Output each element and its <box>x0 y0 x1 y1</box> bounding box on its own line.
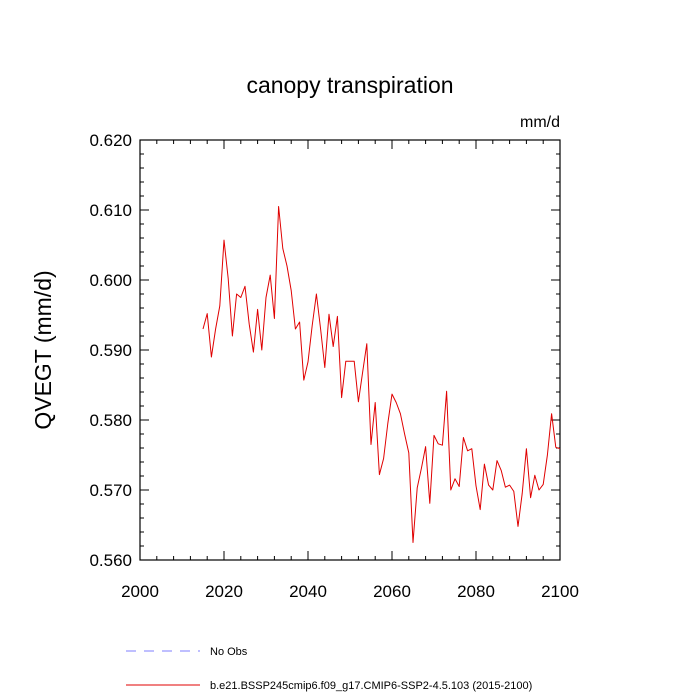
legend-label-no-obs: No Obs <box>210 646 248 658</box>
units-label: mm/d <box>520 114 560 131</box>
y-tick-label: 0.570 <box>89 481 132 500</box>
tick-labels: 2000 2020 2040 2060 2080 2100 0.560 0.570 0.580 0… <box>89 131 578 601</box>
y-axis-label: QVEGT (mm/d) <box>30 270 56 429</box>
series-line-0 <box>202 206 561 543</box>
legend: No Obs b.e21.BSSP245cmip6.f09_g17.CMIP6-… <box>126 646 532 692</box>
y-tick-label: 0.560 <box>89 551 132 570</box>
plot-frame <box>139 139 561 561</box>
series-layer <box>202 206 561 543</box>
axis-ticks <box>139 139 561 561</box>
y-tick-label: 0.620 <box>89 131 132 150</box>
x-tick-label: 2040 <box>289 582 327 601</box>
chart-title: canopy transpiration <box>246 72 453 98</box>
x-tick-label: 2100 <box>541 582 579 601</box>
y-tick-label: 0.610 <box>89 201 132 220</box>
y-tick-label: 0.580 <box>89 411 132 430</box>
x-tick-label: 2000 <box>121 582 159 601</box>
x-tick-label: 2020 <box>205 582 243 601</box>
x-tick-label: 2060 <box>373 582 411 601</box>
x-tick-label: 2080 <box>457 582 495 601</box>
legend-label-model: b.e21.BSSP245cmip6.f09_g17.CMIP6-SSP2-4.… <box>210 680 532 692</box>
y-tick-label: 0.590 <box>89 341 132 360</box>
y-tick-label: 0.600 <box>89 271 132 290</box>
